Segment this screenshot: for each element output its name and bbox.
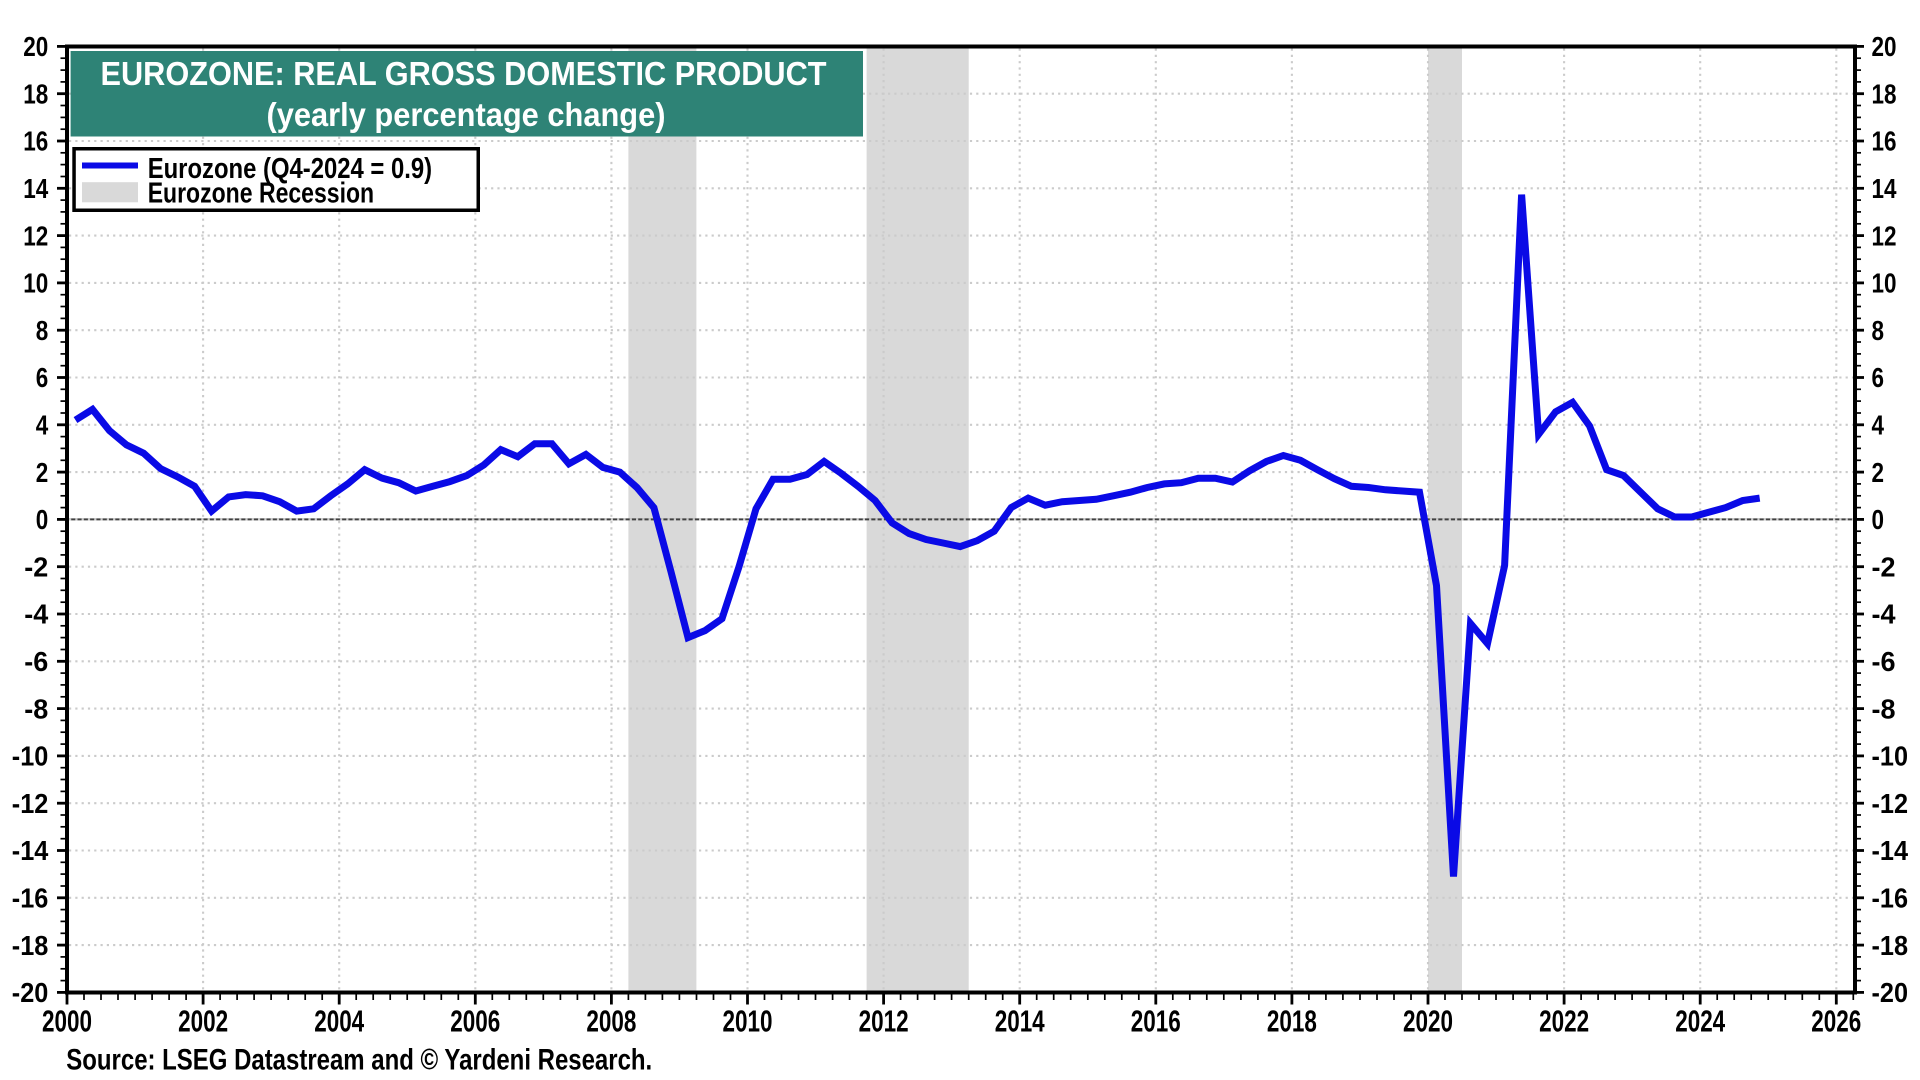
svg-text:18: 18: [23, 78, 48, 109]
svg-text:20: 20: [1872, 31, 1897, 62]
svg-text:0: 0: [36, 504, 49, 535]
svg-text:2000: 2000: [42, 1005, 92, 1039]
svg-text:16: 16: [1872, 126, 1897, 157]
svg-text:20: 20: [23, 31, 48, 62]
svg-text:-4: -4: [1872, 599, 1896, 630]
svg-text:2002: 2002: [178, 1005, 228, 1039]
svg-text:-14: -14: [1872, 835, 1909, 866]
svg-text:4: 4: [1872, 410, 1885, 441]
svg-text:Eurozone (Q4-2024 = 0.9): Eurozone (Q4-2024 = 0.9): [148, 153, 432, 185]
svg-text:-14: -14: [12, 835, 49, 866]
svg-text:4: 4: [36, 410, 49, 441]
svg-text:10: 10: [23, 268, 48, 299]
svg-text:EUROZONE: REAL GROSS DOMESTIC: EUROZONE: REAL GROSS DOMESTIC PRODUCT: [101, 55, 827, 92]
svg-text:-10: -10: [1872, 741, 1909, 772]
svg-text:12: 12: [23, 220, 48, 251]
svg-text:2018: 2018: [1267, 1005, 1317, 1039]
svg-text:-8: -8: [24, 693, 48, 724]
svg-text:2004: 2004: [314, 1005, 364, 1039]
svg-text:0: 0: [1872, 504, 1885, 535]
svg-text:2020: 2020: [1403, 1005, 1453, 1039]
svg-text:(yearly percentage change): (yearly percentage change): [267, 96, 666, 133]
svg-text:14: 14: [23, 173, 48, 204]
svg-text:-12: -12: [1872, 788, 1909, 819]
svg-text:14: 14: [1872, 173, 1897, 204]
svg-text:2: 2: [36, 457, 49, 488]
svg-text:8: 8: [36, 315, 49, 346]
svg-text:6: 6: [1872, 362, 1885, 393]
svg-text:2012: 2012: [859, 1005, 909, 1039]
svg-text:-8: -8: [1872, 693, 1896, 724]
svg-text:2022: 2022: [1539, 1005, 1589, 1039]
svg-text:-18: -18: [1872, 930, 1909, 961]
svg-text:-6: -6: [1872, 646, 1896, 677]
svg-text:-16: -16: [12, 883, 49, 914]
svg-text:16: 16: [23, 126, 48, 157]
svg-text:-12: -12: [12, 788, 49, 819]
svg-text:-10: -10: [12, 741, 49, 772]
svg-text:8: 8: [1872, 315, 1885, 346]
svg-text:-2: -2: [24, 551, 48, 582]
svg-text:-16: -16: [1872, 883, 1909, 914]
svg-text:-20: -20: [12, 977, 49, 1008]
svg-text:-6: -6: [24, 646, 48, 677]
svg-text:Source: LSEG Datastream and ©: Source: LSEG Datastream and © Yardeni Re…: [66, 1044, 652, 1077]
svg-text:2010: 2010: [723, 1005, 773, 1039]
svg-text:2016: 2016: [1131, 1005, 1181, 1039]
svg-text:12: 12: [1872, 220, 1897, 251]
svg-text:2: 2: [1872, 457, 1885, 488]
svg-text:10: 10: [1872, 268, 1897, 299]
svg-text:-4: -4: [24, 599, 48, 630]
svg-text:2024: 2024: [1675, 1005, 1725, 1039]
svg-text:-20: -20: [1872, 977, 1909, 1008]
svg-text:2006: 2006: [450, 1005, 500, 1039]
svg-text:6: 6: [36, 362, 49, 393]
svg-text:2014: 2014: [995, 1005, 1045, 1039]
svg-text:18: 18: [1872, 78, 1897, 109]
svg-text:2008: 2008: [586, 1005, 636, 1039]
svg-text:-18: -18: [12, 930, 49, 961]
svg-text:2026: 2026: [1811, 1005, 1861, 1039]
svg-text:Eurozone Recession: Eurozone Recession: [148, 177, 374, 209]
svg-text:-2: -2: [1872, 551, 1896, 582]
